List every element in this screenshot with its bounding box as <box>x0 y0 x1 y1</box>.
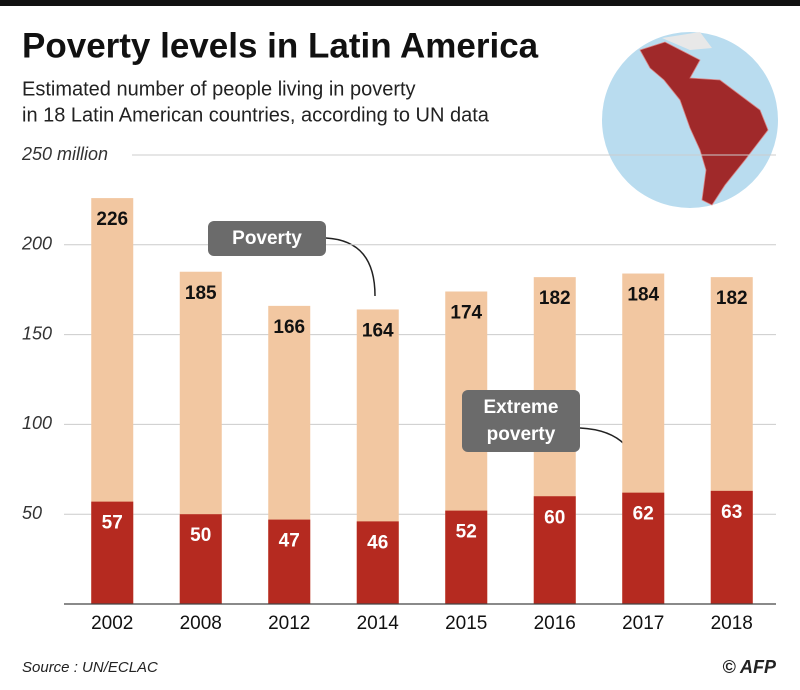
extreme-callout: Extreme poverty <box>462 390 580 452</box>
bar <box>533 496 576 604</box>
bar <box>268 519 311 604</box>
subtitle: Estimated number of people living in pov… <box>22 78 416 100</box>
bar <box>91 501 134 604</box>
value-label: 46 <box>367 532 388 553</box>
credit: © AFP <box>722 657 777 677</box>
globe <box>602 32 778 208</box>
value-label: 60 <box>544 507 565 528</box>
value-label: 166 <box>273 317 305 338</box>
value-label: 62 <box>633 504 654 525</box>
value-label: 50 <box>190 525 211 546</box>
value-label: 182 <box>716 288 748 309</box>
value-label: 185 <box>185 283 217 304</box>
subtitle: in 18 Latin American countries, accordin… <box>22 104 490 126</box>
x-tick-label: 2015 <box>445 613 487 634</box>
value-label: 226 <box>96 209 128 230</box>
x-tick-label: 2012 <box>268 613 310 634</box>
value-label: 52 <box>456 522 477 543</box>
y-tick-label: 150 <box>22 323 52 343</box>
value-label: 47 <box>279 531 300 552</box>
x-tick-label: 2002 <box>91 613 133 634</box>
bar <box>445 510 488 604</box>
x-tick-label: 2018 <box>711 613 753 634</box>
y-tick-label: 100 <box>22 413 52 433</box>
y-tick-label: 50 <box>22 503 42 523</box>
y-tick-label: 200 <box>21 234 52 254</box>
x-tick-label: 2008 <box>180 613 222 634</box>
bar <box>710 490 753 604</box>
value-label: 174 <box>450 303 482 324</box>
bar <box>179 514 222 604</box>
value-label: 63 <box>721 502 742 523</box>
chart-title: Poverty levels in Latin America <box>22 26 539 65</box>
bar <box>622 492 665 604</box>
x-tick-label: 2014 <box>357 613 400 634</box>
leader-line <box>325 237 376 297</box>
bar <box>356 521 399 604</box>
poverty-callout: Poverty <box>208 221 326 256</box>
x-tick-label: 2017 <box>622 613 664 634</box>
x-tick-label: 2016 <box>534 613 576 634</box>
value-label: 182 <box>539 288 571 309</box>
value-label: 164 <box>362 320 394 341</box>
value-label: 184 <box>627 285 659 306</box>
y-tick-label: 250 million <box>21 144 108 164</box>
source: Source : UN/ECLAC <box>22 659 158 676</box>
top-bar <box>0 0 800 6</box>
value-label: 57 <box>102 513 123 534</box>
